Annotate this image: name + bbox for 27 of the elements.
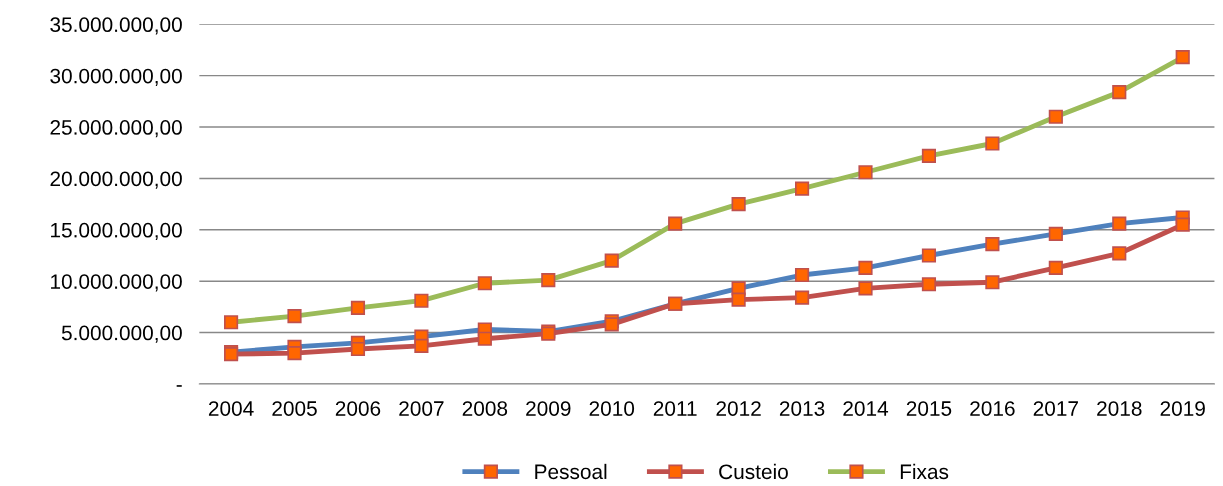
y-tick-label: 15.000.000,00 (51, 222, 182, 241)
legend-label: Custeio (719, 463, 788, 480)
x-tick-label: 2006 (335, 401, 381, 416)
x-tick-label: 2007 (399, 401, 444, 416)
y-tick-label: 5.000.000,00 (61, 325, 182, 343)
x-tick-label: 2017 (1033, 401, 1078, 416)
y-tick-label: 25.000.000,00 (50, 120, 182, 138)
y-tick-label: 20.000.000,00 (50, 171, 182, 189)
x-tick-label: 2004 (208, 401, 254, 416)
x-tick-label: 2008 (462, 401, 508, 416)
y-tick-label: - (176, 385, 182, 387)
x-tick-label: 2011 (653, 401, 697, 416)
y-tick-label: 10.000.000,00 (51, 274, 182, 292)
x-tick-label: 2014 (843, 401, 889, 416)
x-tick-label: 2005 (272, 401, 317, 416)
x-tick-label: 2013 (779, 401, 825, 416)
y-tick-label: 30.000.000,00 (50, 68, 182, 86)
legend-label: Pessoal (535, 463, 607, 480)
x-tick-label: 2010 (589, 401, 635, 416)
x-tick-label: 2019 (1160, 401, 1205, 416)
legend-label: Fixas (900, 463, 949, 480)
y-tick-label: 35.000.000,00 (50, 17, 182, 35)
x-tick-label: 2016 (970, 401, 1015, 416)
x-tick-label: 2009 (526, 401, 571, 416)
x-tick-label: 2015 (906, 401, 952, 416)
x-tick-label: 2012 (716, 401, 761, 416)
x-tick-label: 2018 (1097, 401, 1142, 416)
